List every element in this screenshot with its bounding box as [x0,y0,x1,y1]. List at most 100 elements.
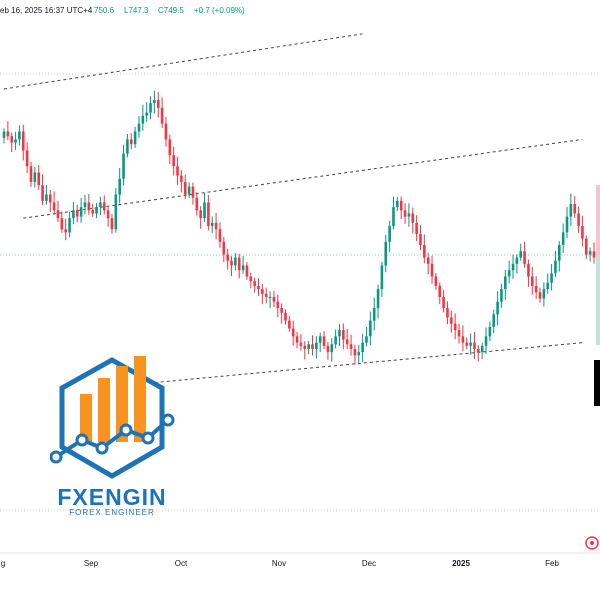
candle-down [25,150,29,167]
change-value: +0.7 (+0.09%) [194,6,245,15]
candle-up [141,115,145,124]
candle-up [542,289,546,299]
candle-down [276,301,280,308]
candle-up [407,213,411,217]
candle-down [245,265,249,277]
candle-down [180,175,183,182]
candle-down [60,218,64,230]
ohlc-header: eb 16, 2025 16:37 UTC+4 750.6 L747.3 C74… [0,0,600,18]
lower-channel-line [142,342,583,385]
candle-up [83,202,87,208]
candle-down [156,100,160,108]
go-to-realtime-icon[interactable] [585,536,599,550]
candle-down [461,336,465,343]
candle-down [214,222,218,230]
candle-up [187,186,191,195]
candle-down [102,202,106,211]
candle-up [500,289,503,302]
x-tick-label: 2025 [452,559,470,568]
candle-down [172,155,175,167]
candle-down [280,308,283,313]
candle-up [515,257,519,264]
candle-down [226,254,229,261]
candle-up [492,314,496,327]
logo-bar [98,378,110,442]
candle-up [126,139,129,154]
candle-down [353,348,357,356]
candle-down [222,241,226,255]
candle-down [75,210,79,217]
candle-up [137,123,141,132]
candle-up [203,202,206,219]
fxengin-logo [50,356,175,479]
candle-down [207,202,210,227]
candle-up [118,178,121,195]
candle-down [160,107,164,124]
x-tick-label: Oct [174,559,188,568]
candle-down [581,226,584,239]
candle-up [507,270,511,277]
price-zone-green [596,255,600,345]
candle-down [531,276,534,286]
candle-down [573,204,577,214]
candle-up [210,222,214,227]
candle-up [268,296,272,298]
candle-down [87,202,91,211]
candle-down [264,293,268,297]
middle-channel-line [23,138,583,219]
candle-up [546,282,550,290]
candle-up [2,131,6,138]
candle-up [519,251,523,258]
candle-down [164,123,168,140]
hexagon-shape [59,357,165,479]
candle-down [403,210,407,217]
candle-up [388,226,391,242]
candle-up [330,344,334,353]
candle-down [257,285,260,290]
candle-down [288,320,291,329]
logo-tagline: FOREX ENGINEER [69,508,155,517]
candle-up [480,345,484,353]
candle-down [457,330,461,337]
candle-down [345,339,349,345]
candle-down [284,312,287,321]
date-text: eb 16, 2025 16:37 UTC+4 [0,6,93,15]
overlay-block [594,360,600,406]
candle-up [361,342,364,353]
x-tick-label: Dec [361,559,377,568]
candle-up [372,308,376,321]
candle-down [249,276,253,282]
x-tick-label: g [0,559,6,568]
candle-up [550,273,553,283]
candle-down [195,197,199,211]
candle-up [554,260,557,274]
logo-name: FXENGIN [57,484,167,510]
candle-up [114,194,118,230]
candle-up [79,207,83,217]
logo-bar [80,394,92,442]
candle-up [488,326,492,337]
candle-down [129,139,133,145]
candle-down [349,344,353,349]
logo-bar [116,366,128,442]
upper-channel-line [3,33,363,90]
candle-up [496,301,499,315]
candle-down [295,336,299,343]
candle-up [392,207,395,227]
candle-down [342,330,345,340]
candle-up [72,210,75,219]
candle-up [469,342,472,346]
candle-up [45,194,48,201]
candle-up [68,218,71,233]
candle-up [145,112,148,116]
candle-down [37,172,41,186]
x-tick-label: Nov [271,559,287,568]
candle-down [10,136,14,143]
candle-down [326,345,330,353]
logo-bar [134,356,146,442]
candle-up [315,342,318,349]
candle-down [291,328,295,337]
candle-up [338,330,341,337]
low-value: L747.3 [124,6,149,15]
